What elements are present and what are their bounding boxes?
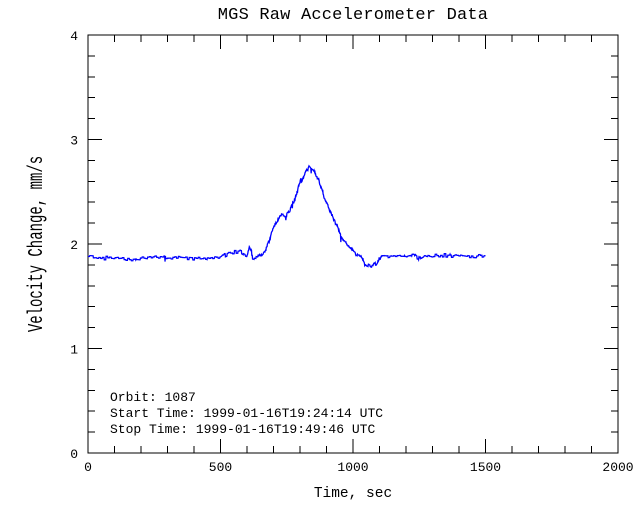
svg-text:Velocity Change, mm/s: Velocity Change, mm/s bbox=[25, 156, 49, 332]
svg-text:2: 2 bbox=[70, 238, 78, 253]
svg-text:0: 0 bbox=[84, 460, 92, 475]
svg-text:Start Time: 1999-01-16T19:24:1: Start Time: 1999-01-16T19:24:14 UTC bbox=[110, 406, 383, 421]
svg-text:1500: 1500 bbox=[470, 460, 501, 475]
svg-text:4: 4 bbox=[70, 29, 78, 44]
svg-text:0: 0 bbox=[70, 447, 78, 462]
svg-text:3: 3 bbox=[70, 134, 78, 149]
svg-text:500: 500 bbox=[209, 460, 232, 475]
svg-text:Time, sec: Time, sec bbox=[314, 486, 392, 502]
svg-text:MGS Raw Accelerometer Data: MGS Raw Accelerometer Data bbox=[218, 6, 488, 25]
svg-text:2000: 2000 bbox=[602, 460, 633, 475]
svg-text:1000: 1000 bbox=[337, 460, 368, 475]
svg-text:Stop Time: 1999-01-16T19:49:46: Stop Time: 1999-01-16T19:49:46 UTC bbox=[110, 422, 375, 437]
svg-text:Orbit: 1087: Orbit: 1087 bbox=[110, 390, 196, 405]
svg-text:1: 1 bbox=[70, 343, 78, 358]
